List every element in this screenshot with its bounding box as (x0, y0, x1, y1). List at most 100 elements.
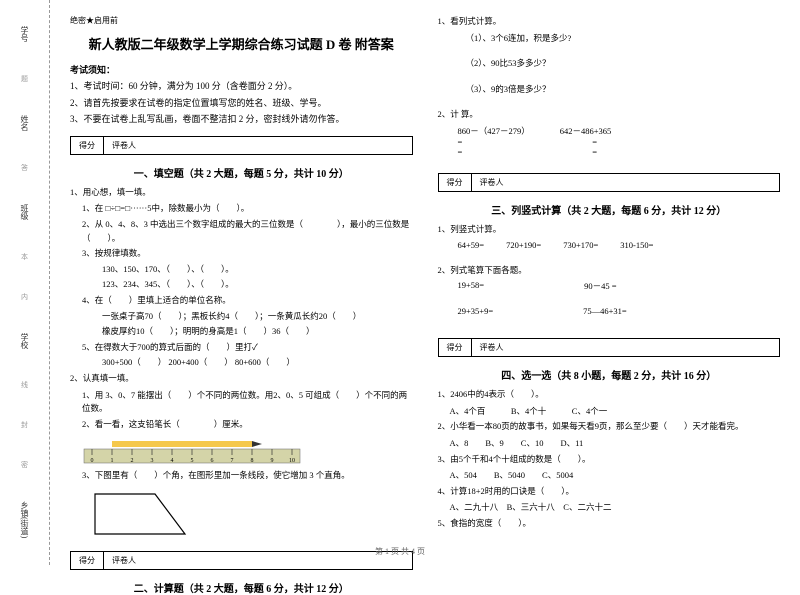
binding-sep: 线 (20, 381, 30, 388)
svg-text:1: 1 (111, 458, 114, 464)
svg-text:9: 9 (271, 458, 274, 464)
q1-a: 1、在 □÷□=□······5中，除数最小为（ ）。 (82, 202, 413, 216)
calc-expr: 642－486+365 (560, 125, 612, 137)
q2-a: （1）、3个6连加，积是多少? (466, 32, 781, 46)
right-column: 1、看列式计算。 （1）、3个6连加，积是多少? （2）、90比53多多少？ （… (438, 15, 781, 550)
vert-expr: 19+58= (458, 280, 485, 292)
binding-label: 学号 (19, 26, 30, 42)
q1-c2: 123、234、345、（ ）、（ ）。 (102, 278, 413, 292)
binding-sep: 本 (20, 253, 30, 260)
q1-h: 3、下图里有（ ）个角，在图形里加一条线段，使它增加 3 个直角。 (82, 469, 413, 483)
notice-header: 考试须知： (70, 63, 413, 76)
q2-stem: 1、看列式计算。 (438, 15, 781, 29)
grader-cell: 评卷人 (472, 174, 512, 191)
ruler-figure: 0 1 2 3 4 5 6 7 8 9 10 (82, 437, 413, 465)
q1-e: 5、在得数大于700的算式后面的（ ）里打✓ (82, 341, 413, 355)
q1-e1: 300+500（ ） 200+400（ ） 80+600（ ） (102, 356, 413, 370)
q4-b-opts: A、8 B、9 C、10 D、11 (450, 437, 781, 451)
confidential-label: 绝密★启用前 (70, 15, 413, 26)
vert-expr: 720+190= (506, 240, 541, 250)
q4-a-opts: A、4个百 B、4个十 C、4个一 (450, 405, 781, 419)
score-box: 得分 评卷人 (438, 173, 781, 192)
score-box: 得分 评卷人 (438, 338, 781, 357)
notice-item: 1、考试时间：60 分钟，满分为 100 分（含卷面分 2 分）。 (70, 80, 413, 93)
svg-text:3: 3 (151, 458, 154, 464)
q1-stem: 1、用心想，填一填。 (70, 186, 413, 200)
section-3-title: 三、列竖式计算（共 2 大题，每题 6 分，共计 12 分） (438, 202, 781, 217)
vert-expr: 310-150= (620, 240, 653, 250)
score-cell: 得分 (439, 339, 472, 356)
q1-g: 2、看一看，这支铅笔长（ ）厘米。 (82, 418, 413, 432)
calc-eq: = (592, 147, 597, 157)
left-column: 绝密★启用前 新人教版二年级数学上学期综合练习试题 D 卷 附答案 考试须知： … (70, 15, 413, 550)
vert-row: 64+59= 720+190= 730+170= 310-150= (458, 240, 781, 250)
grader-cell: 评卷人 (104, 137, 144, 154)
q4-e: 5、食指的宽度（ ）。 (438, 517, 781, 531)
calc-row: = = (458, 147, 781, 157)
svg-text:5: 5 (191, 458, 194, 464)
binding-sep: 答 (20, 164, 30, 171)
score-cell: 得分 (439, 174, 472, 191)
calc-row: 860－（427－279） 642－486+365 (458, 125, 781, 137)
vert-row: 19+58= 90－45 = (458, 280, 781, 292)
q4-a: 1、2406中的4表示（ ）。 (438, 388, 781, 402)
q1-d1: 一张桌子高70（ ）；黑板长约4（ ）；一条黄瓜长约20（ ） (102, 310, 413, 324)
score-cell: 得分 (71, 137, 104, 154)
binding-label: 乡镇(街道) (19, 501, 30, 538)
q2-b: （2）、90比53多多少？ (466, 57, 781, 71)
q3-stem2: 2、列式笔算下面各题。 (438, 264, 781, 278)
q1-b: 2、从 0、4、8、3 中选出三个数字组成的最大的三位数是（ ），最小的三位数是… (82, 218, 413, 245)
q2-stem2: 2、计 算。 (438, 108, 781, 122)
score-box: 得分 评卷人 (70, 136, 413, 155)
q2-c: （3）、9的3倍是多少？ (466, 83, 781, 97)
vert-expr: 75—46+31= (583, 306, 627, 316)
calc-expr: 860－（427－279） (458, 125, 530, 137)
binding-label: 学校 (19, 333, 30, 349)
svg-text:0: 0 (91, 458, 94, 464)
calc-eq: = (458, 147, 463, 157)
section-2-title: 二、计算题（共 2 大题，每题 6 分，共计 12 分） (70, 580, 413, 595)
vert-expr: 64+59= (458, 240, 485, 250)
svg-text:6: 6 (211, 458, 214, 464)
binding-sep: 密 (20, 461, 30, 468)
section-1-title: 一、填空题（共 2 大题，每题 5 分，共计 10 分） (70, 165, 413, 180)
calc-eq: = (592, 137, 597, 147)
calc-row: = = (458, 137, 781, 147)
content-area: 绝密★启用前 新人教版二年级数学上学期综合练习试题 D 卷 附答案 考试须知： … (50, 0, 800, 565)
page-footer: 第 1 页 共 4 页 (0, 546, 800, 557)
q4-c: 3、由5个千和4个十组成的数是（ ）。 (438, 453, 781, 467)
svg-text:8: 8 (251, 458, 254, 464)
vert-row: 29+35+9= 75—46+31= (458, 306, 781, 316)
q4-b: 2、小华看一本80页的故事书，如果每天看9页，那么至少要（ ）天才能看完。 (438, 420, 781, 434)
q1-c1: 130、150、170、（ ）、（ ）。 (102, 263, 413, 277)
svg-text:2: 2 (131, 458, 134, 464)
vert-expr: 29+35+9= (458, 306, 494, 316)
q1-f: 1、用 3、0、7 能摆出（ ）个不同的两位数。用2、0、5 可组成（ ）个不同… (82, 389, 413, 416)
q3-stem: 1、列竖式计算。 (438, 223, 781, 237)
svg-text:10: 10 (289, 458, 295, 464)
q1-c: 3、按规律填数。 (82, 247, 413, 261)
notice-item: 3、不要在试卷上乱写乱画，卷面不整洁扣 2 分，密封线外请勿作答。 (70, 113, 413, 126)
q4-d: 4、计算18+2时用的口诀是（ ）。 (438, 485, 781, 499)
svg-text:7: 7 (231, 458, 234, 464)
binding-sep: 封 (20, 421, 30, 428)
binding-label: 姓名 (19, 115, 30, 131)
exam-title: 新人教版二年级数学上学期综合练习试题 D 卷 附答案 (70, 34, 413, 53)
notice-item: 2、请首先按要求在试卷的指定位置填写您的姓名、班级、学号。 (70, 97, 413, 110)
trapezoid-figure (90, 489, 413, 541)
svg-text:4: 4 (171, 458, 174, 464)
binding-margin: 学号 题 姓名 答 班级 本 内 学校 线 封 密 乡镇(街道) (0, 0, 50, 565)
vert-expr: 90－45 = (584, 280, 616, 292)
calc-eq: = (458, 137, 463, 147)
binding-label: 班级 (19, 204, 30, 220)
grader-cell: 评卷人 (472, 339, 512, 356)
q1-d2: 橡皮厚约10（ ）；明明的身高是1（ ）36（ ） (102, 325, 413, 339)
section-4-title: 四、选一选（共 8 小题，每题 2 分，共计 16 分） (438, 367, 781, 382)
q4-c-opts: A、504 B、5040 C、5004 (450, 469, 781, 483)
binding-sep: 题 (20, 75, 30, 82)
q1-stem2: 2、认真填一填。 (70, 372, 413, 386)
q4-d-opts: A、二九十八 B、三六十八 C、二六十二 (450, 501, 781, 515)
vert-expr: 730+170= (563, 240, 598, 250)
q1-d: 4、在（ ）里填上适合的单位名称。 (82, 294, 413, 308)
binding-sep: 内 (20, 293, 30, 300)
